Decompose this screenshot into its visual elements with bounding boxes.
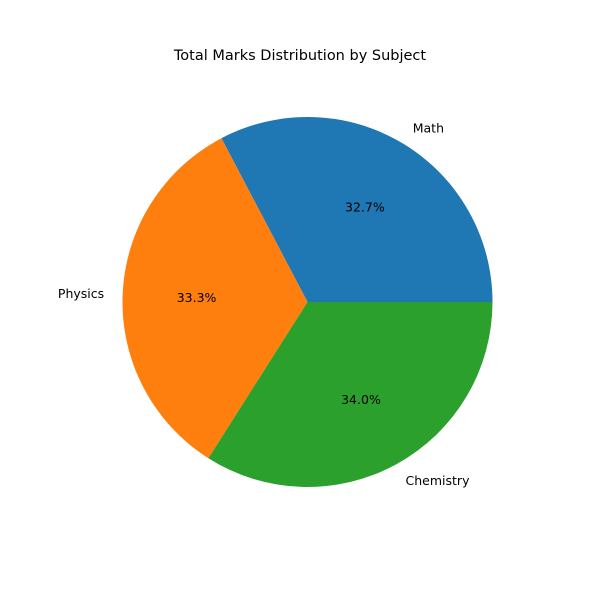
- percent-label-chemistry: 34.0%: [341, 392, 381, 407]
- pie-slice-math: [221, 117, 493, 302]
- chart-title: Total Marks Distribution by Subject: [173, 48, 427, 64]
- pie-slices: [122, 117, 493, 488]
- pie-labels: Math 32.7% Physics 33.3% Chemistry 34.0%: [58, 120, 470, 488]
- percent-label-math: 32.7%: [345, 199, 385, 214]
- pie-slice-physics: [122, 138, 308, 459]
- slice-label-physics: Physics: [58, 286, 104, 301]
- percent-label-physics: 33.3%: [177, 290, 217, 305]
- slice-label-math: Math: [413, 120, 444, 135]
- pie-slice-chemistry: [208, 302, 493, 488]
- slice-label-chemistry: Chemistry: [406, 473, 471, 488]
